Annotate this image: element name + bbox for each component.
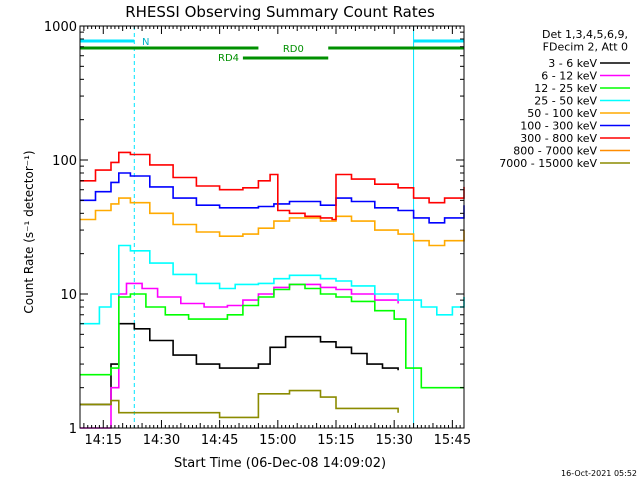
legend-label: 7000 - 15000 keV: [499, 157, 597, 170]
series-line-1: [80, 282, 399, 429]
legend-label: 3 - 6 keV: [548, 57, 597, 70]
legend-label: 50 - 100 keV: [527, 107, 597, 120]
legend-header: FDecim 2, Att 0: [543, 41, 628, 54]
series-line-3: [80, 244, 465, 325]
y-tick-label: 10: [60, 288, 77, 303]
x-tick-label: 14:45: [201, 433, 238, 448]
x-tick-label: 15:00: [259, 433, 296, 448]
y-tick-label: 1: [69, 422, 77, 437]
footer-timestamp: 16-Oct-2021 05:52: [561, 469, 637, 478]
x-tick-label: 14:15: [85, 433, 122, 448]
legend-header: Det 1,3,4,5,6,9,: [542, 28, 628, 41]
plot-frame: [79, 25, 465, 429]
night-label: N: [142, 37, 149, 48]
legend-label: 800 - 7000 keV: [513, 145, 597, 158]
chart-title: RHESSI Observing Summary Count Rates: [125, 3, 435, 21]
x-tick-label: 15:30: [375, 433, 412, 448]
series-line-6: [80, 151, 465, 221]
x-tick-label: 15:15: [317, 433, 354, 448]
x-tick-label: 15:45: [434, 433, 471, 448]
legend-label: 100 - 300 keV: [520, 120, 597, 133]
series-line-2: [80, 283, 464, 389]
series-line-5: [80, 172, 465, 224]
plot-area: N RD0 RD4 1 10 100 1000 14:15 14:30 14:45 15:00 15:…: [44, 20, 471, 448]
legend: Det 1,3,4,5,6,9,FDecim 2, Att 0 3 - 6 keV…: [499, 28, 630, 170]
y-tick-label: 100: [52, 154, 77, 169]
series-line-0: [80, 322, 399, 406]
rd4-label: RD4: [218, 53, 239, 64]
series-line-8: [80, 389, 399, 419]
y-tick-label: 1000: [44, 20, 77, 35]
y-axis-label: Count Rate (s⁻¹ detector⁻¹): [22, 150, 36, 313]
legend-label: 12 - 25 keV: [534, 82, 597, 95]
legend-label: 6 - 12 keV: [541, 70, 597, 83]
series-line-4: [80, 197, 465, 247]
x-axis-label: Start Time (06-Dec-08 14:09:02): [174, 456, 386, 471]
rd0-label: RD0: [283, 44, 304, 55]
x-tick-label: 14:30: [143, 433, 180, 448]
legend-label: 25 - 50 keV: [534, 95, 597, 108]
legend-label: 300 - 800 keV: [520, 132, 597, 145]
